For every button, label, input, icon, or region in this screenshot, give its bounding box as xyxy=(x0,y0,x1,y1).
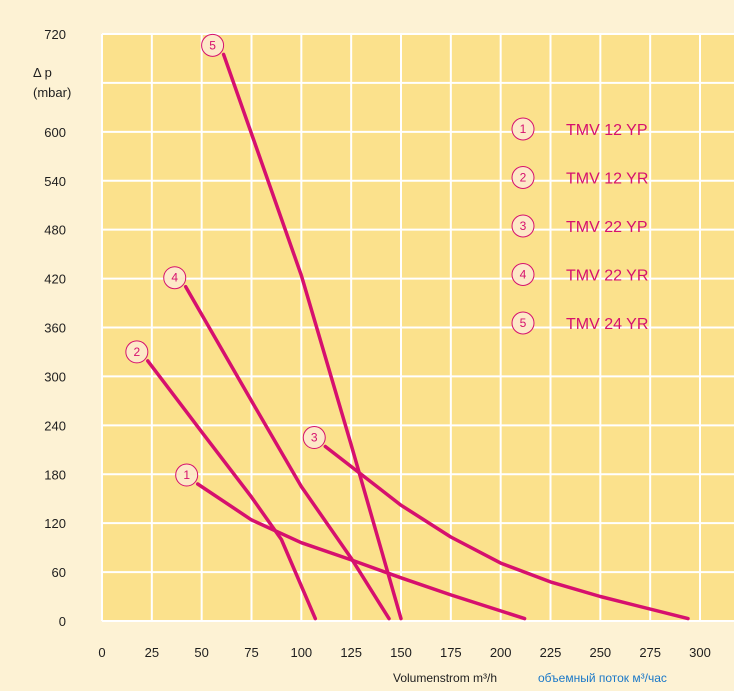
series-badge-label-5: 5 xyxy=(209,38,216,52)
y-tick-label: 600 xyxy=(44,125,66,140)
y-tick-label: 720 xyxy=(44,27,66,42)
series-line-3 xyxy=(323,444,690,621)
y-tick-label: 120 xyxy=(44,516,66,531)
x-tick-label: 300 xyxy=(689,645,711,660)
x-tick-label: 150 xyxy=(390,645,412,660)
y-tick-label: 300 xyxy=(44,369,66,384)
legend-badge-3 xyxy=(511,214,535,238)
x-axis-label-de: Volumenstrom m³/h xyxy=(393,671,497,685)
x-tick-label: 0 xyxy=(98,645,105,660)
y-tick-label: 60 xyxy=(52,565,66,580)
legend-badge-label-4: 4 xyxy=(520,268,527,282)
y-tick-label: 480 xyxy=(44,223,66,238)
legend-label-4: TMV 22 YR xyxy=(566,268,648,285)
x-tick-label: 50 xyxy=(194,645,208,660)
y-tick-label: 180 xyxy=(44,467,66,482)
x-tick-label: 175 xyxy=(440,645,462,660)
legend-label-3: TMV 22 YP xyxy=(566,219,648,236)
x-tick-label: 200 xyxy=(490,645,512,660)
x-tick-label: 25 xyxy=(145,645,159,660)
y-tick-labels: 0 60 120 180 240 300 360 420 480 540 600 720 xyxy=(44,27,66,629)
y-axis-label-unit: (mbar) xyxy=(33,85,71,100)
legend-badge-label-3: 3 xyxy=(520,219,527,233)
y-axis-label-symbol: Δ p xyxy=(33,65,52,80)
y-tick-label: 360 xyxy=(44,321,66,336)
y-tick-label: 540 xyxy=(44,174,66,189)
x-tick-labels: 0 25 50 75 100 125 150 175 200 225 250 275 300 xyxy=(98,645,710,660)
legend-badge-label-5: 5 xyxy=(520,316,527,330)
legend-badge-4 xyxy=(511,263,535,286)
series-badge-circle-2 xyxy=(125,340,149,364)
x-axis-label-ru: объемный поток м³/час xyxy=(538,671,667,685)
x-tick-label: 100 xyxy=(290,645,312,660)
y-tick-label: 0 xyxy=(59,614,66,629)
series-badge-circle-5 xyxy=(201,33,225,57)
series-badge-label-4: 4 xyxy=(171,271,178,285)
legend-label-2: TMV 12 YR xyxy=(566,171,648,188)
series-badge-label-2: 2 xyxy=(134,345,141,359)
legend-label-5: TMV 24 YR xyxy=(566,316,648,333)
series-line-5 xyxy=(221,52,403,621)
x-tick-label: 225 xyxy=(540,645,562,660)
legend-badge-5 xyxy=(511,311,535,335)
series-badge-circle-1 xyxy=(175,463,199,487)
x-tick-label: 275 xyxy=(639,645,661,660)
legend-label-1: TMV 12 YP xyxy=(566,122,648,139)
series-badge-circle-4 xyxy=(163,266,187,290)
x-tick-label: 250 xyxy=(589,645,611,660)
legend-badge-2 xyxy=(511,166,535,189)
legend-badge-label-1: 1 xyxy=(520,122,527,136)
gridlines xyxy=(101,33,734,622)
series-line-2 xyxy=(146,359,318,621)
series-badges: 1 2 3 4 5 xyxy=(125,33,326,487)
y-tick-label: 420 xyxy=(44,272,66,287)
series-line-4 xyxy=(183,284,391,621)
series-badge-circle-3 xyxy=(302,426,326,450)
x-tick-label: 125 xyxy=(340,645,362,660)
x-tick-label: 75 xyxy=(244,645,258,660)
legend: 1 TMV 12 YP 2 TMV 12 YR 3 TMV 22 YP 4 TMV 22 YR… xyxy=(511,117,648,335)
series-lines xyxy=(146,52,690,621)
series-badge-label-1: 1 xyxy=(183,468,190,482)
series-badge-label-3: 3 xyxy=(311,431,318,445)
legend-badge-label-2: 2 xyxy=(520,171,527,185)
legend-badge-1 xyxy=(511,117,535,141)
y-tick-label: 240 xyxy=(44,418,66,433)
